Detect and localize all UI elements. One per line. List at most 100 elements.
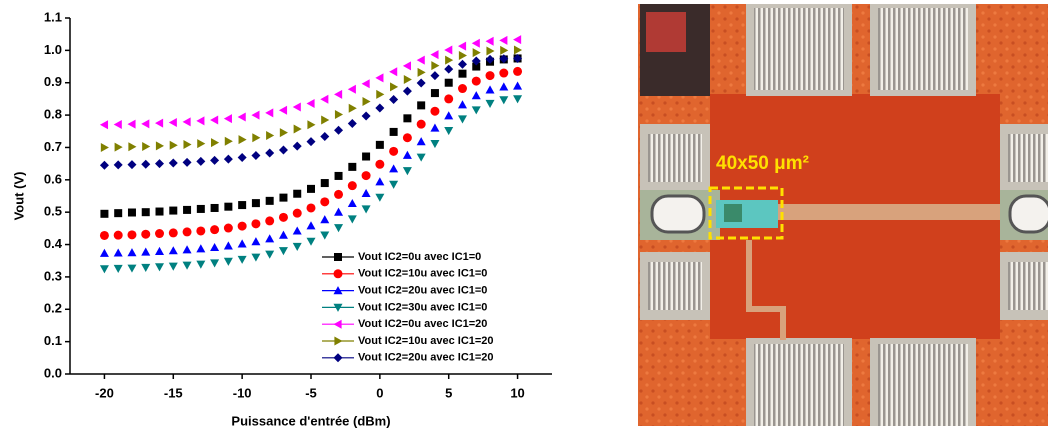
y-tick-label: 0.8	[44, 107, 62, 122]
data-point	[376, 89, 385, 99]
data-point	[389, 146, 399, 156]
x-tick-label: -15	[164, 385, 183, 400]
data-point	[402, 167, 412, 176]
data-point	[265, 196, 274, 205]
data-point	[458, 51, 467, 61]
data-point	[182, 157, 192, 167]
data-point	[155, 118, 164, 128]
data-point	[113, 160, 123, 170]
data-point	[389, 164, 399, 173]
data-point	[471, 91, 481, 100]
legend-label: Vout IC2=20u avec IC1=20	[358, 352, 494, 364]
data-point	[237, 221, 247, 231]
data-point	[292, 242, 302, 251]
data-point	[389, 127, 398, 136]
data-point	[127, 248, 137, 257]
data-point	[155, 246, 165, 255]
data-point	[113, 119, 122, 129]
data-point	[485, 85, 495, 94]
data-point	[500, 45, 509, 55]
legend-marker	[333, 269, 343, 279]
data-point	[444, 64, 454, 74]
data-point	[402, 150, 412, 159]
data-point	[499, 82, 509, 91]
data-point	[361, 205, 371, 214]
data-point	[389, 95, 399, 105]
data-point	[210, 115, 219, 125]
data-point	[362, 152, 371, 161]
data-point	[348, 103, 357, 113]
data-point	[513, 35, 522, 45]
data-point	[210, 225, 220, 235]
data-point	[99, 230, 109, 240]
data-point	[347, 198, 357, 208]
data-point	[155, 263, 165, 272]
data-point	[223, 154, 233, 164]
y-tick-label: 1.0	[44, 42, 62, 57]
data-point	[347, 181, 357, 191]
data-point	[375, 193, 385, 202]
data-point	[237, 152, 247, 162]
data-point	[403, 74, 412, 84]
x-tick-label: 10	[510, 385, 524, 400]
data-point	[430, 89, 439, 98]
y-tick-label: 0.2	[44, 301, 62, 316]
data-point	[100, 209, 109, 218]
data-point	[362, 96, 371, 106]
data-point	[155, 229, 165, 239]
data-point	[402, 86, 412, 96]
data-point	[99, 248, 109, 257]
legend-label: Vout IC2=10u avec IC1=20	[358, 335, 494, 347]
data-point	[403, 114, 412, 123]
data-point	[99, 160, 109, 170]
data-point	[471, 76, 481, 86]
data-point	[499, 96, 509, 105]
pad-bottom-1-grid	[754, 344, 844, 426]
data-point	[168, 118, 177, 128]
data-point	[445, 55, 454, 65]
data-point	[252, 133, 261, 143]
data-point	[416, 78, 426, 88]
data-point	[292, 141, 302, 151]
port-left-ring	[650, 194, 706, 234]
inset-detail	[646, 12, 686, 52]
y-tick-label: 0.9	[44, 74, 62, 89]
data-point	[444, 127, 454, 136]
data-point	[375, 73, 384, 83]
x-axis-title: Puissance d'entrée (dBm)	[231, 413, 390, 428]
data-point	[279, 193, 288, 202]
data-point	[223, 114, 232, 124]
data-point	[224, 136, 233, 146]
data-point	[416, 137, 426, 146]
data-point	[306, 221, 316, 230]
data-point	[251, 151, 261, 161]
data-point	[141, 208, 150, 217]
transistor-gate	[724, 204, 742, 222]
data-point	[430, 106, 440, 116]
data-point	[430, 50, 439, 60]
pad-top-2-grid	[878, 8, 968, 90]
x-tick-label: -20	[95, 385, 114, 400]
data-point	[100, 142, 109, 152]
data-point	[237, 255, 247, 264]
data-point	[320, 94, 329, 104]
data-point	[334, 189, 344, 199]
data-point	[457, 84, 467, 94]
data-point	[513, 95, 523, 104]
data-point	[238, 201, 247, 210]
data-point	[430, 71, 440, 81]
legend-marker	[334, 336, 343, 346]
data-point	[307, 120, 316, 130]
data-point	[210, 155, 220, 165]
data-point	[168, 246, 178, 255]
data-point	[431, 61, 440, 71]
data-point	[168, 158, 178, 168]
x-tick-label: 5	[445, 385, 452, 400]
data-point	[265, 108, 274, 118]
chart: Vout (V) Puissance d'entrée (dBm) 0.0 0.1…	[11, 9, 552, 428]
data-point	[457, 100, 467, 109]
data-point	[223, 223, 233, 233]
data-point	[513, 66, 523, 76]
data-point	[265, 216, 275, 226]
data-point	[347, 119, 357, 129]
